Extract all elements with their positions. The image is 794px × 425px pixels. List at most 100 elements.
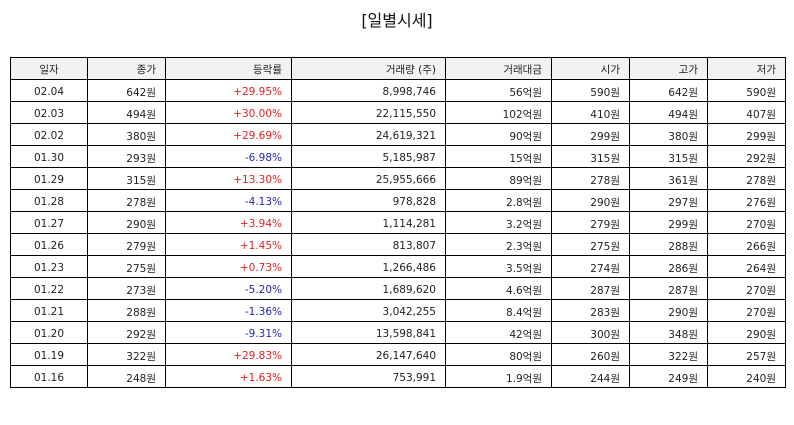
cell-high: 348원 bbox=[629, 321, 708, 344]
table-row: 01.16 248원 +1.63% 753,991 1.9억원 244원 249원 240원 bbox=[10, 365, 786, 388]
cell-change: +3.94% bbox=[165, 211, 292, 234]
cell-high: 322원 bbox=[629, 343, 708, 366]
cell-low: 257원 bbox=[707, 343, 786, 366]
cell-open: 290원 bbox=[551, 189, 630, 212]
table-row: 01.29 315원 +13.30% 25,955,666 89억원 278원 361원 27… bbox=[10, 167, 786, 190]
cell-high: 299원 bbox=[629, 211, 708, 234]
cell-low: 264원 bbox=[707, 255, 786, 278]
cell-volume: 26,147,640 bbox=[291, 343, 446, 366]
cell-low: 278원 bbox=[707, 167, 786, 190]
cell-low: 292원 bbox=[707, 145, 786, 168]
cell-close: 322원 bbox=[87, 343, 166, 366]
cell-low: 290원 bbox=[707, 321, 786, 344]
table-row: 01.26 279원 +1.45% 813,807 2.3억원 275원 288원 266원 bbox=[10, 233, 786, 256]
cell-close: 288원 bbox=[87, 299, 166, 322]
cell-change: -1.36% bbox=[165, 299, 292, 322]
table-row: 01.21 288원 -1.36% 3,042,255 8.4억원 283원 290원 270… bbox=[10, 299, 786, 322]
cell-amount: 102억원 bbox=[445, 101, 552, 124]
header-change: 등락률 bbox=[165, 57, 292, 80]
cell-close: 642원 bbox=[87, 79, 166, 102]
cell-date: 02.02 bbox=[10, 123, 88, 146]
cell-close: 279원 bbox=[87, 233, 166, 256]
cell-high: 494원 bbox=[629, 101, 708, 124]
table-row: 02.04 642원 +29.95% 8,998,746 56억원 590원 642원 590… bbox=[10, 79, 786, 102]
cell-high: 380원 bbox=[629, 123, 708, 146]
table-row: 02.03 494원 +30.00% 22,115,550 102억원 410원 494원 4… bbox=[10, 101, 786, 124]
table-row: 01.28 278원 -4.13% 978,828 2.8억원 290원 297원 276원 bbox=[10, 189, 786, 212]
cell-low: 266원 bbox=[707, 233, 786, 256]
cell-high: 290원 bbox=[629, 299, 708, 322]
table-row: 01.22 273원 -5.20% 1,689,620 4.6억원 287원 287원 270… bbox=[10, 277, 786, 300]
header-high: 고가 bbox=[629, 57, 708, 80]
cell-date: 01.21 bbox=[10, 299, 88, 322]
cell-amount: 2.8억원 bbox=[445, 189, 552, 212]
cell-amount: 89억원 bbox=[445, 167, 552, 190]
cell-date: 02.03 bbox=[10, 101, 88, 124]
cell-low: 270원 bbox=[707, 299, 786, 322]
cell-volume: 3,042,255 bbox=[291, 299, 446, 322]
cell-open: 244원 bbox=[551, 365, 630, 388]
cell-open: 260원 bbox=[551, 343, 630, 366]
cell-open: 275원 bbox=[551, 233, 630, 256]
cell-close: 315원 bbox=[87, 167, 166, 190]
cell-close: 290원 bbox=[87, 211, 166, 234]
cell-change: +29.95% bbox=[165, 79, 292, 102]
cell-change: -5.20% bbox=[165, 277, 292, 300]
cell-open: 299원 bbox=[551, 123, 630, 146]
cell-volume: 978,828 bbox=[291, 189, 446, 212]
cell-close: 292원 bbox=[87, 321, 166, 344]
cell-high: 249원 bbox=[629, 365, 708, 388]
header-date: 일자 bbox=[10, 57, 88, 80]
cell-amount: 4.6억원 bbox=[445, 277, 552, 300]
cell-low: 240원 bbox=[707, 365, 786, 388]
cell-amount: 3.5억원 bbox=[445, 255, 552, 278]
cell-date: 01.29 bbox=[10, 167, 88, 190]
cell-amount: 90억원 bbox=[445, 123, 552, 146]
cell-amount: 1.9억원 bbox=[445, 365, 552, 388]
cell-open: 287원 bbox=[551, 277, 630, 300]
cell-date: 02.04 bbox=[10, 79, 88, 102]
cell-change: -6.98% bbox=[165, 145, 292, 168]
header-amount: 거래대금 bbox=[445, 57, 552, 80]
cell-low: 270원 bbox=[707, 277, 786, 300]
cell-volume: 24,619,321 bbox=[291, 123, 446, 146]
cell-amount: 3.2억원 bbox=[445, 211, 552, 234]
cell-open: 274원 bbox=[551, 255, 630, 278]
cell-close: 380원 bbox=[87, 123, 166, 146]
table-body: 02.04 642원 +29.95% 8,998,746 56억원 590원 642원 590… bbox=[10, 79, 786, 388]
cell-volume: 5,185,987 bbox=[291, 145, 446, 168]
table-row: 01.23 275원 +0.73% 1,266,486 3.5억원 274원 286원 264… bbox=[10, 255, 786, 278]
cell-open: 283원 bbox=[551, 299, 630, 322]
cell-close: 278원 bbox=[87, 189, 166, 212]
page-title: [일별시세] bbox=[361, 11, 433, 30]
cell-date: 01.20 bbox=[10, 321, 88, 344]
cell-amount: 8.4억원 bbox=[445, 299, 552, 322]
cell-close: 494원 bbox=[87, 101, 166, 124]
cell-change: +1.45% bbox=[165, 233, 292, 256]
cell-amount: 56억원 bbox=[445, 79, 552, 102]
header-volume: 거래량 (주) bbox=[291, 57, 446, 80]
cell-open: 590원 bbox=[551, 79, 630, 102]
cell-high: 361원 bbox=[629, 167, 708, 190]
cell-open: 410원 bbox=[551, 101, 630, 124]
cell-amount: 2.3억원 bbox=[445, 233, 552, 256]
cell-volume: 22,115,550 bbox=[291, 101, 446, 124]
cell-change: +29.69% bbox=[165, 123, 292, 146]
table-row: 01.27 290원 +3.94% 1,114,281 3.2억원 279원 299원 270… bbox=[10, 211, 786, 234]
cell-high: 315원 bbox=[629, 145, 708, 168]
header-low: 저가 bbox=[707, 57, 786, 80]
cell-date: 01.23 bbox=[10, 255, 88, 278]
cell-amount: 42억원 bbox=[445, 321, 552, 344]
cell-open: 278원 bbox=[551, 167, 630, 190]
cell-change: -4.13% bbox=[165, 189, 292, 212]
cell-low: 276원 bbox=[707, 189, 786, 212]
cell-amount: 80억원 bbox=[445, 343, 552, 366]
cell-close: 275원 bbox=[87, 255, 166, 278]
cell-high: 286원 bbox=[629, 255, 708, 278]
cell-date: 01.26 bbox=[10, 233, 88, 256]
cell-close: 273원 bbox=[87, 277, 166, 300]
cell-volume: 1,114,281 bbox=[291, 211, 446, 234]
table-row: 01.30 293원 -6.98% 5,185,987 15억원 315원 315원 292원 bbox=[10, 145, 786, 168]
cell-amount: 15억원 bbox=[445, 145, 552, 168]
cell-low: 299원 bbox=[707, 123, 786, 146]
